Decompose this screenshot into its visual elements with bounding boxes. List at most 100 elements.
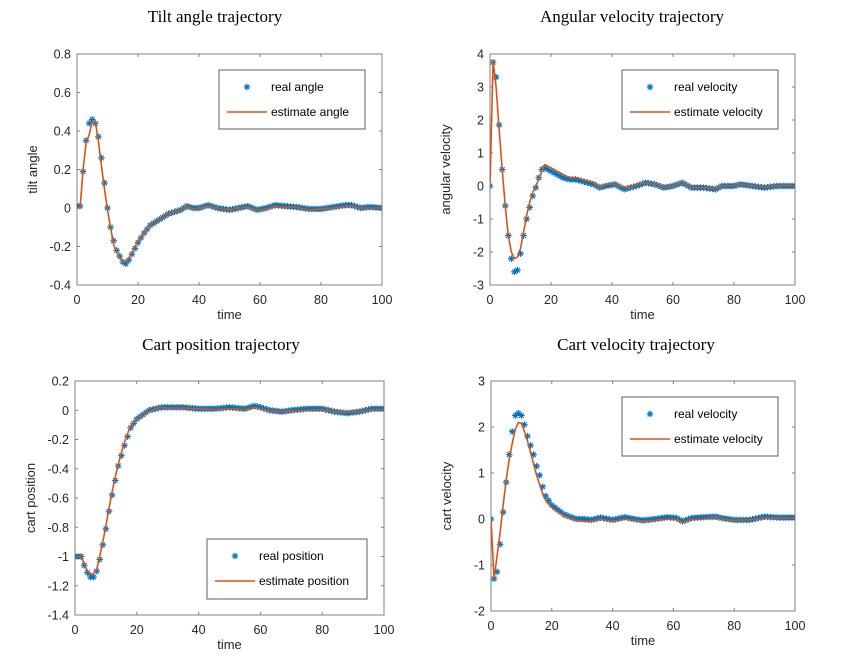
x-tick-label: 40	[192, 623, 206, 637]
y-tick-label: 2	[478, 421, 485, 435]
y-tick-label: 3	[478, 375, 485, 389]
y-tick-label: 0	[478, 513, 485, 527]
y-axis-label: angular velocity	[438, 124, 453, 215]
x-tick-label: 0	[487, 293, 494, 307]
x-tick-label: 60	[253, 623, 267, 637]
chart-title: Cart velocity trajectory	[557, 335, 715, 354]
legend: real velocity estimate velocity	[621, 396, 779, 457]
legend-real-marker-icon	[646, 83, 654, 91]
estimate-series-line	[491, 421, 795, 580]
y-tick-label: 0	[477, 180, 484, 194]
legend-box	[621, 69, 779, 130]
y-tick-label: -0.2	[49, 240, 71, 254]
x-tick-label: 60	[666, 619, 680, 633]
x-tick-label: 100	[372, 293, 393, 307]
x-tick-label: 0	[72, 623, 79, 637]
x-axis-label: time	[217, 637, 242, 652]
real-data-point	[492, 73, 500, 81]
y-tick-label: 1	[477, 147, 484, 161]
legend-real-marker-icon	[231, 552, 239, 560]
y-tick-label: 2	[477, 114, 484, 128]
x-tick-label: 0	[74, 293, 81, 307]
real-data-point	[490, 182, 494, 190]
legend-real-label: real velocity	[674, 80, 737, 94]
legend: real position estimate position	[206, 538, 368, 600]
x-tick-label: 40	[605, 293, 619, 307]
y-tick-label: -1.2	[47, 579, 69, 593]
y-axis-label: cart velocity	[439, 461, 454, 530]
x-tick-label: 20	[544, 293, 558, 307]
real-data-point	[491, 515, 495, 523]
x-tick-label: 20	[130, 623, 144, 637]
legend-real-label: real velocity	[674, 407, 737, 421]
y-tick-label: -0.2	[47, 433, 69, 447]
legend-estimate-label: estimate position	[259, 574, 349, 588]
y-tick-label: -1	[474, 559, 485, 573]
real-data-point	[514, 266, 521, 274]
x-tick-label: 0	[488, 619, 495, 633]
y-tick-label: 0	[64, 202, 71, 216]
x-tick-label: 40	[606, 619, 620, 633]
y-tick-label: 1	[478, 467, 485, 481]
y-tick-label: -3	[473, 279, 484, 293]
legend: real velocity estimate velocity	[621, 69, 779, 130]
y-tick-label: 0.6	[54, 86, 71, 100]
y-tick-label: -2	[473, 246, 484, 260]
y-tick-label: 0.2	[52, 375, 69, 389]
y-tick-label: 0.4	[54, 125, 71, 139]
x-tick-label: 80	[314, 293, 328, 307]
y-tick-label: 0	[62, 404, 69, 418]
x-tick-label: 20	[131, 293, 145, 307]
chart-panel-3: Cart position trajectory 0 20 40 60 80 100 -1.4…	[23, 335, 394, 652]
y-tick-label: -1.4	[47, 609, 69, 623]
legend-real-label: real position	[259, 549, 324, 563]
legend-box	[621, 396, 779, 457]
x-tick-label: 20	[545, 619, 559, 633]
chart-title: Angular velocity trajectory	[540, 7, 725, 26]
y-tick-label: -0.4	[47, 462, 69, 476]
legend-estimate-label: estimate velocity	[674, 432, 763, 446]
legend-real-label: real angle	[271, 80, 324, 94]
x-axis-label: time	[217, 307, 242, 322]
y-tick-label: -2	[474, 605, 485, 619]
legend-estimate-label: estimate angle	[271, 105, 349, 119]
y-tick-label: 4	[477, 48, 484, 62]
x-tick-label: 40	[192, 293, 206, 307]
legend-real-marker-icon	[243, 83, 251, 91]
y-tick-label: -1	[58, 550, 69, 564]
estimate-series-line	[75, 406, 384, 575]
y-axis-label: tilt angle	[25, 145, 40, 193]
x-tick-label: 100	[374, 623, 395, 637]
legend-real-marker-icon	[646, 410, 654, 418]
y-tick-label: -0.8	[47, 521, 69, 535]
x-tick-label: 60	[253, 293, 267, 307]
legend-box	[218, 69, 366, 130]
y-tick-label: 0.2	[54, 163, 71, 177]
x-tick-label: 100	[785, 293, 806, 307]
estimate-series-line	[77, 120, 382, 263]
x-tick-label: 100	[785, 619, 806, 633]
y-tick-label: 0.8	[54, 48, 71, 62]
chart-title: Tilt angle trajectory	[148, 7, 283, 26]
x-tick-label: 60	[666, 293, 680, 307]
y-tick-label: 3	[477, 81, 484, 95]
real-data-point	[518, 412, 525, 419]
y-axis-label: cart position	[23, 463, 38, 533]
legend-estimate-label: estimate velocity	[674, 105, 763, 119]
x-axis-label: time	[631, 633, 656, 648]
chart-panel-1: Tilt angle trajectory 0 20 40 60 80 100 -0.4 -0.…	[25, 7, 392, 322]
legend-box	[206, 538, 368, 600]
legend: real angle estimate angle	[218, 69, 366, 130]
estimate-series-line	[490, 59, 795, 260]
x-tick-label: 80	[727, 619, 741, 633]
x-tick-label: 80	[727, 293, 741, 307]
y-tick-label: -1	[473, 213, 484, 227]
y-tick-label: -0.4	[49, 279, 71, 293]
x-tick-label: 80	[315, 623, 329, 637]
y-tick-label: -0.6	[47, 492, 69, 506]
chart-title: Cart position trajectory	[142, 335, 300, 354]
x-axis-label: time	[630, 307, 655, 322]
